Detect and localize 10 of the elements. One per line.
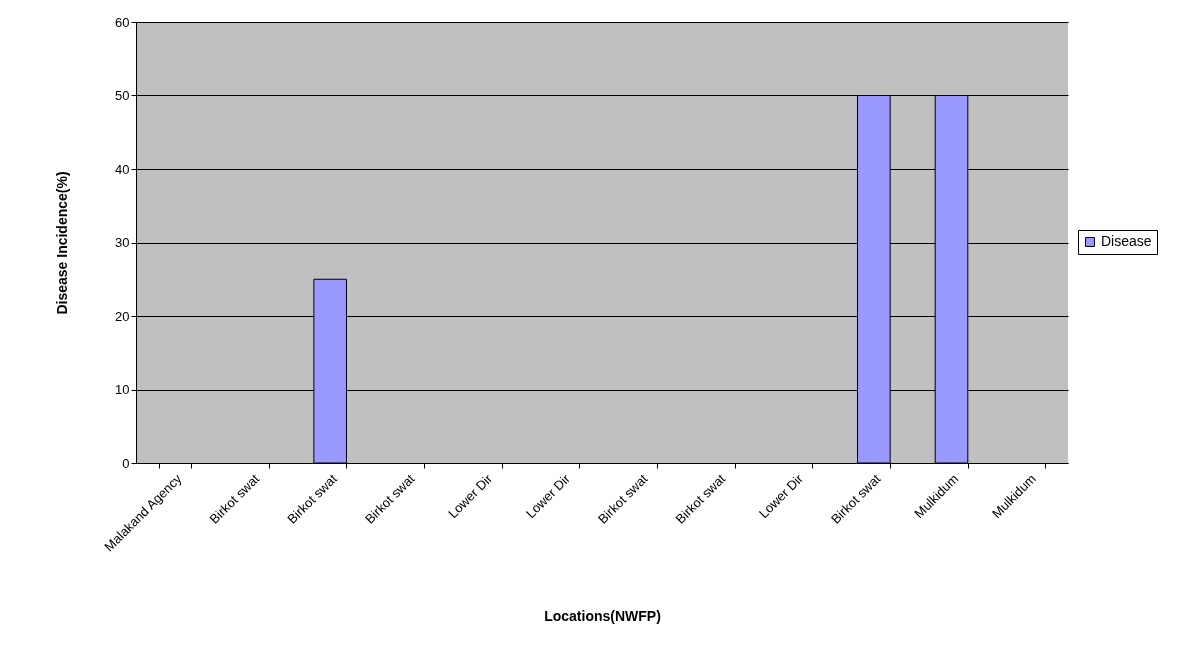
y-axis-title: Disease Incidence(%) xyxy=(54,171,71,315)
y-tick-label: 40 xyxy=(115,161,130,177)
y-tick-label: 50 xyxy=(115,88,130,103)
x-axis-title: Locations(NWFP) xyxy=(544,607,661,624)
y-tick-label: 0 xyxy=(122,455,130,471)
y-tick-label: 10 xyxy=(115,382,130,397)
y-tick-label: 60 xyxy=(115,14,130,30)
y-tick-label: 30 xyxy=(115,235,130,250)
legend-label: Disease xyxy=(1101,233,1152,249)
y-tick-label: 20 xyxy=(115,308,130,324)
